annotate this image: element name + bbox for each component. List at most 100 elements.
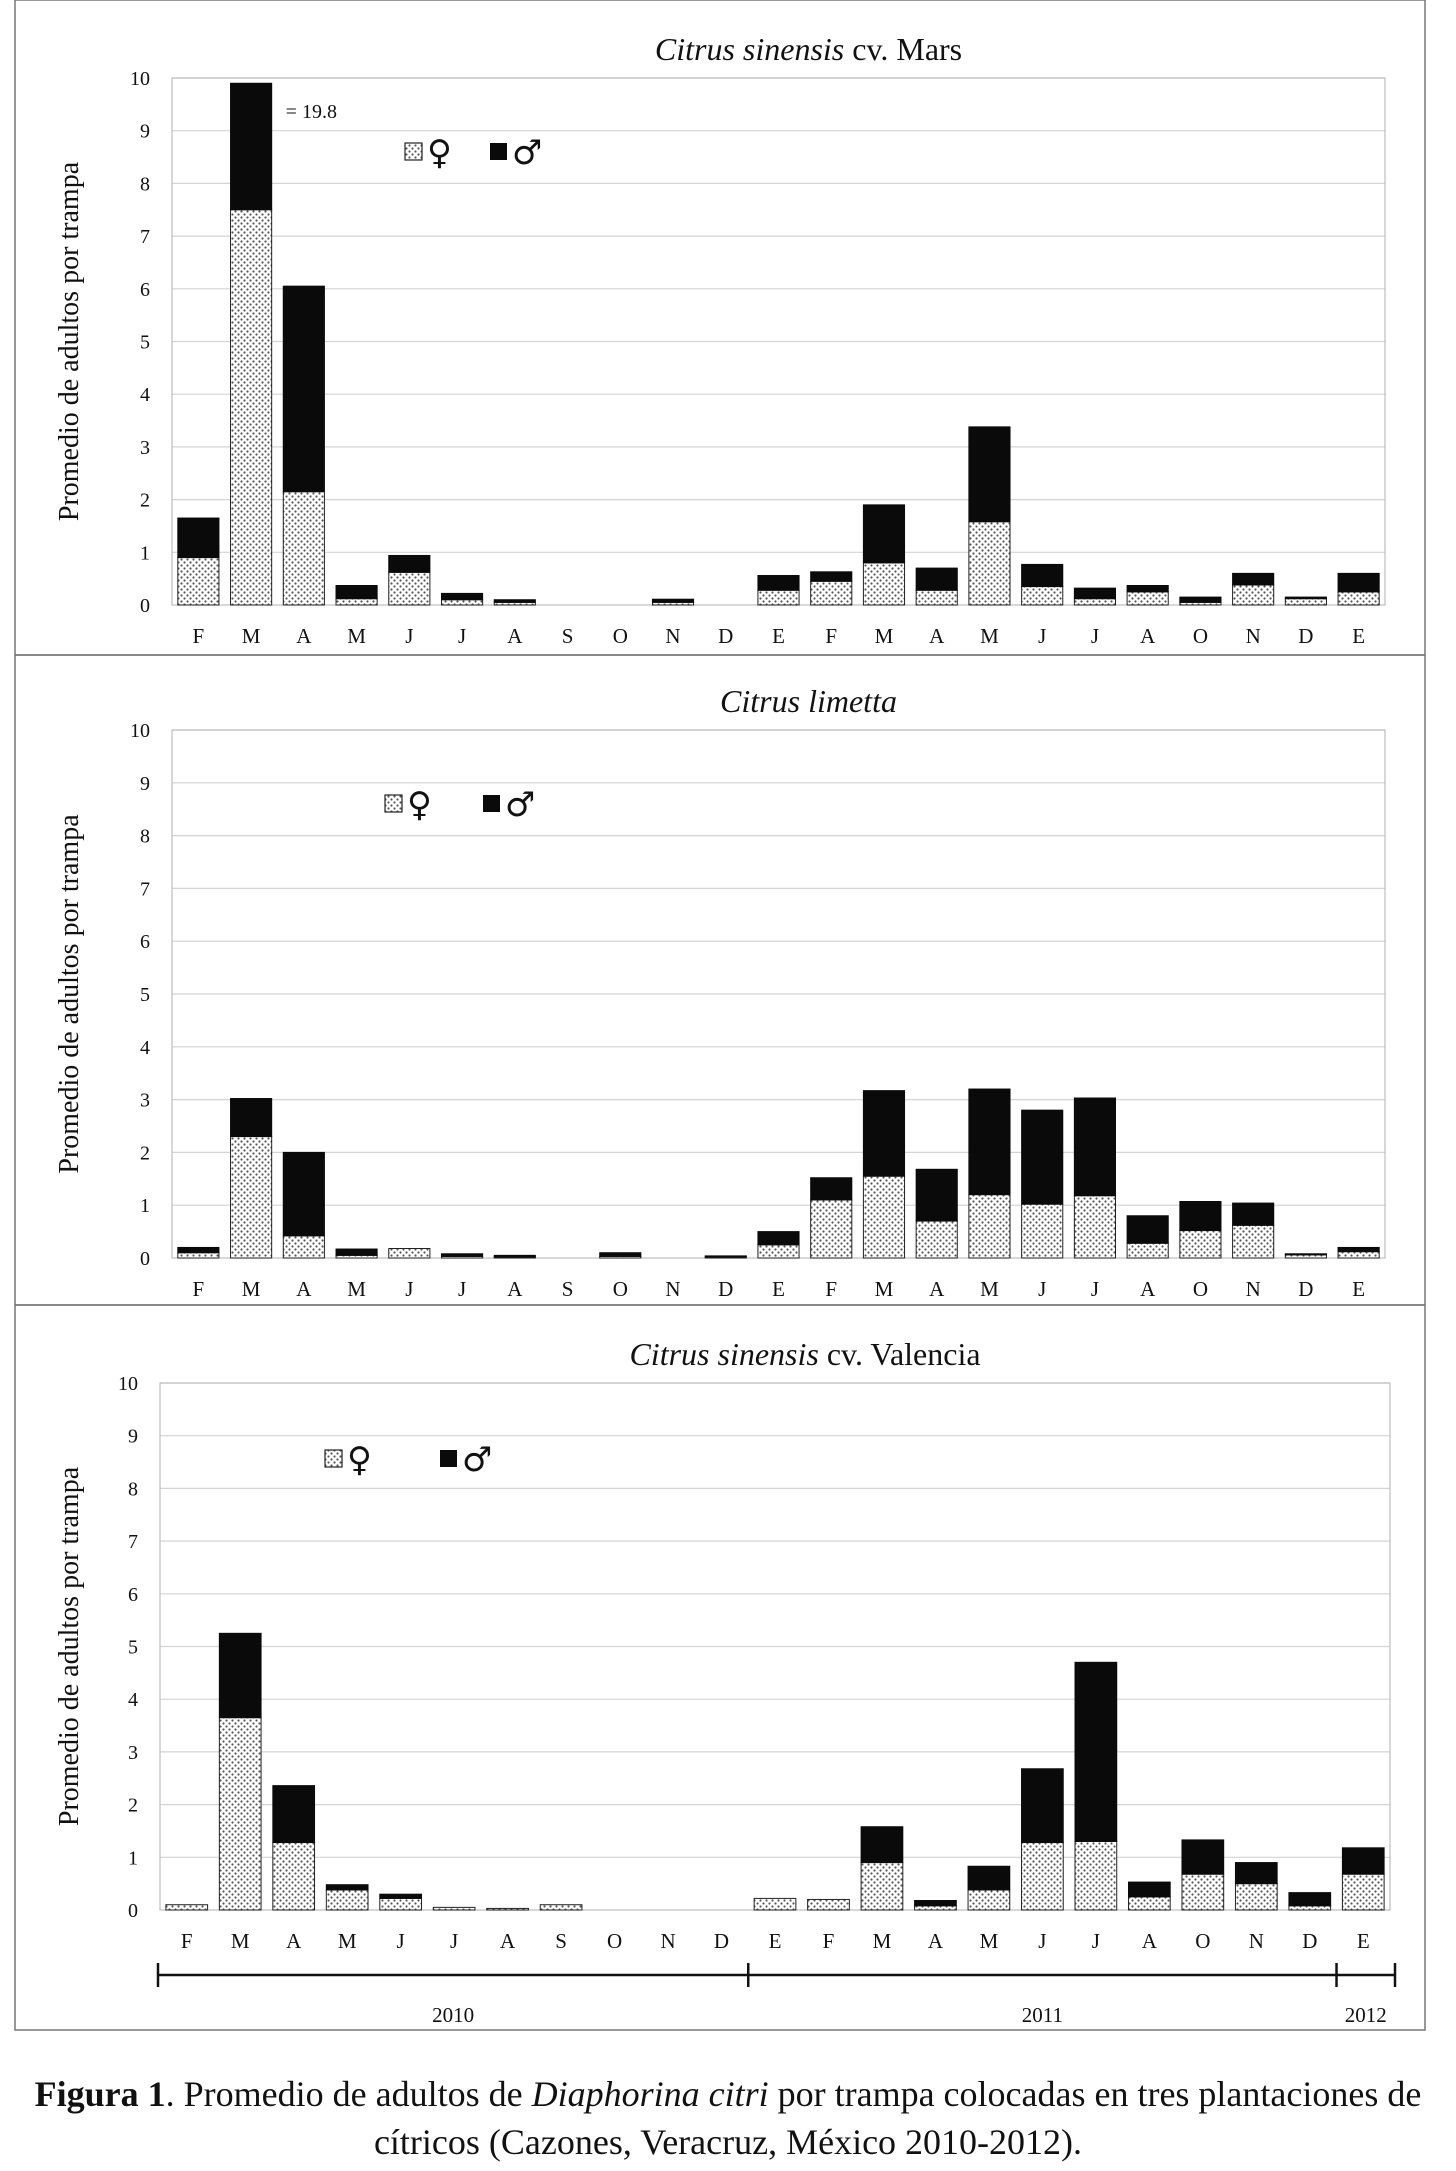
- x-tick-label: A: [1140, 624, 1156, 648]
- x-tick-label: M: [980, 1929, 999, 1953]
- x-tick-label: F: [181, 1929, 193, 1953]
- y-tick-label: 5: [140, 332, 150, 354]
- x-tick-label: F: [193, 1277, 205, 1301]
- y-axis-label: Promedio de adultos por trampa: [54, 1466, 85, 1826]
- x-tick-label: M: [242, 1277, 261, 1301]
- x-tick-label: N: [1246, 1277, 1261, 1301]
- bar-female: [486, 1907, 529, 1911]
- bar-female: [914, 1905, 957, 1911]
- bar-female: [1284, 598, 1327, 606]
- bar-female: [282, 1235, 325, 1259]
- bar-male: [810, 571, 853, 582]
- legend-label-female: ♀: [347, 1440, 372, 1480]
- bar-male: [177, 1246, 220, 1254]
- x-tick-label: A: [929, 624, 945, 648]
- bar-male: [282, 1151, 325, 1237]
- panel-2: 0 1 2 3 4 5 6 7 8 9 10 Promedio de adultos por tram…: [14, 654, 1426, 1306]
- bar-female: [1181, 1873, 1225, 1911]
- bar-female: [860, 1862, 904, 1911]
- bar-male: [177, 517, 220, 559]
- x-tick-label: A: [296, 624, 312, 648]
- bar-female: [1232, 584, 1275, 606]
- y-tick-label: 9: [140, 121, 150, 143]
- legend-swatch-female: [404, 142, 423, 161]
- title-cultivar: cv. Valencia: [819, 1336, 981, 1372]
- bar-female: [1126, 591, 1169, 606]
- y-tick-label: 4: [140, 384, 150, 406]
- bar-female: [335, 598, 378, 606]
- x-tick-label: M: [873, 1929, 892, 1953]
- x-tick-label: J: [1092, 1929, 1100, 1953]
- bar-male: [1284, 596, 1327, 600]
- y-tick-label: 1: [140, 542, 150, 564]
- y-tick-label: 7: [140, 878, 150, 900]
- y-tick-label: 1: [128, 1847, 138, 1869]
- bar-female: [862, 1175, 906, 1259]
- x-tick-label: F: [825, 624, 837, 648]
- y-tick-label: 5: [128, 1637, 138, 1659]
- bar-male: [325, 1884, 369, 1891]
- bar-male: [1234, 1862, 1278, 1885]
- x-tick-label: A: [296, 1277, 312, 1301]
- bar-male: [493, 1254, 536, 1258]
- bar-female: [968, 1194, 1011, 1259]
- bar-female: [325, 1889, 369, 1911]
- x-tick-label: O: [613, 1277, 628, 1301]
- bar-male: [1127, 1881, 1171, 1898]
- bar-male: [440, 592, 484, 601]
- caption-line-1: Figura 1. Promedio de adultos de Diaphor…: [0, 2070, 1456, 2118]
- bar-female: [1073, 1195, 1117, 1259]
- bar-male: [1073, 587, 1117, 600]
- bar-male: [388, 554, 431, 573]
- y-tick-label: 7: [128, 1531, 138, 1553]
- x-tick-label: A: [286, 1929, 302, 1953]
- bar-female: [807, 1898, 850, 1911]
- bar-female: [1021, 1203, 1064, 1259]
- y-tick-label: 9: [128, 1426, 138, 1448]
- x-tick-label: M: [231, 1929, 250, 1953]
- bar-male: [1232, 572, 1275, 586]
- title-species: Citrus limetta: [720, 683, 897, 719]
- bar-male: [230, 82, 273, 211]
- bar-female: [967, 1889, 1011, 1911]
- x-tick-label: D: [1298, 1277, 1313, 1301]
- bar-male: [810, 1177, 853, 1201]
- y-tick-label: 3: [140, 1090, 150, 1112]
- y-tick-label: 6: [140, 279, 150, 301]
- bar-female: [1234, 1883, 1278, 1911]
- bar-female: [379, 1897, 423, 1911]
- x-tick-label: O: [1193, 1277, 1208, 1301]
- y-tick-label: 6: [128, 1584, 138, 1606]
- bar-male: [335, 585, 378, 600]
- x-tick-label: J: [405, 624, 413, 648]
- x-tick-label: A: [929, 1277, 945, 1301]
- bar-male: [1021, 1109, 1064, 1205]
- bar-female: [1074, 1840, 1118, 1911]
- bar-male: [218, 1632, 262, 1719]
- bar-male: [1337, 1246, 1380, 1253]
- bar-female: [1021, 586, 1064, 606]
- bar-male: [968, 1088, 1011, 1196]
- bar-male: [862, 504, 906, 564]
- x-tick-label: M: [980, 624, 999, 648]
- bar-female: [810, 1199, 853, 1259]
- bar-female: [862, 562, 906, 606]
- legend-label-female: ♀: [427, 133, 452, 173]
- y-axis-label: Promedio de adultos por trampa: [54, 814, 85, 1174]
- x-tick-label: E: [1352, 1277, 1365, 1301]
- y-tick-label: 4: [140, 1037, 150, 1059]
- bar-male: [1341, 1847, 1385, 1875]
- bar-female: [1341, 1873, 1385, 1911]
- x-tick-label: N: [1246, 624, 1261, 648]
- panel-3: 0 1 2 3 4 5 6 7 8 9 10 Promedio de adultos por tram…: [14, 1304, 1426, 2031]
- y-tick-label: 10: [130, 720, 150, 742]
- x-tick-label: M: [338, 1929, 357, 1953]
- bar-female: [177, 557, 220, 606]
- x-tick-label: S: [562, 1277, 574, 1301]
- bar-female: [432, 1906, 476, 1911]
- bar-male: [757, 574, 800, 591]
- bar-male: [967, 1865, 1011, 1891]
- x-tick-label: E: [772, 1277, 785, 1301]
- x-tick-label: J: [1091, 1277, 1099, 1301]
